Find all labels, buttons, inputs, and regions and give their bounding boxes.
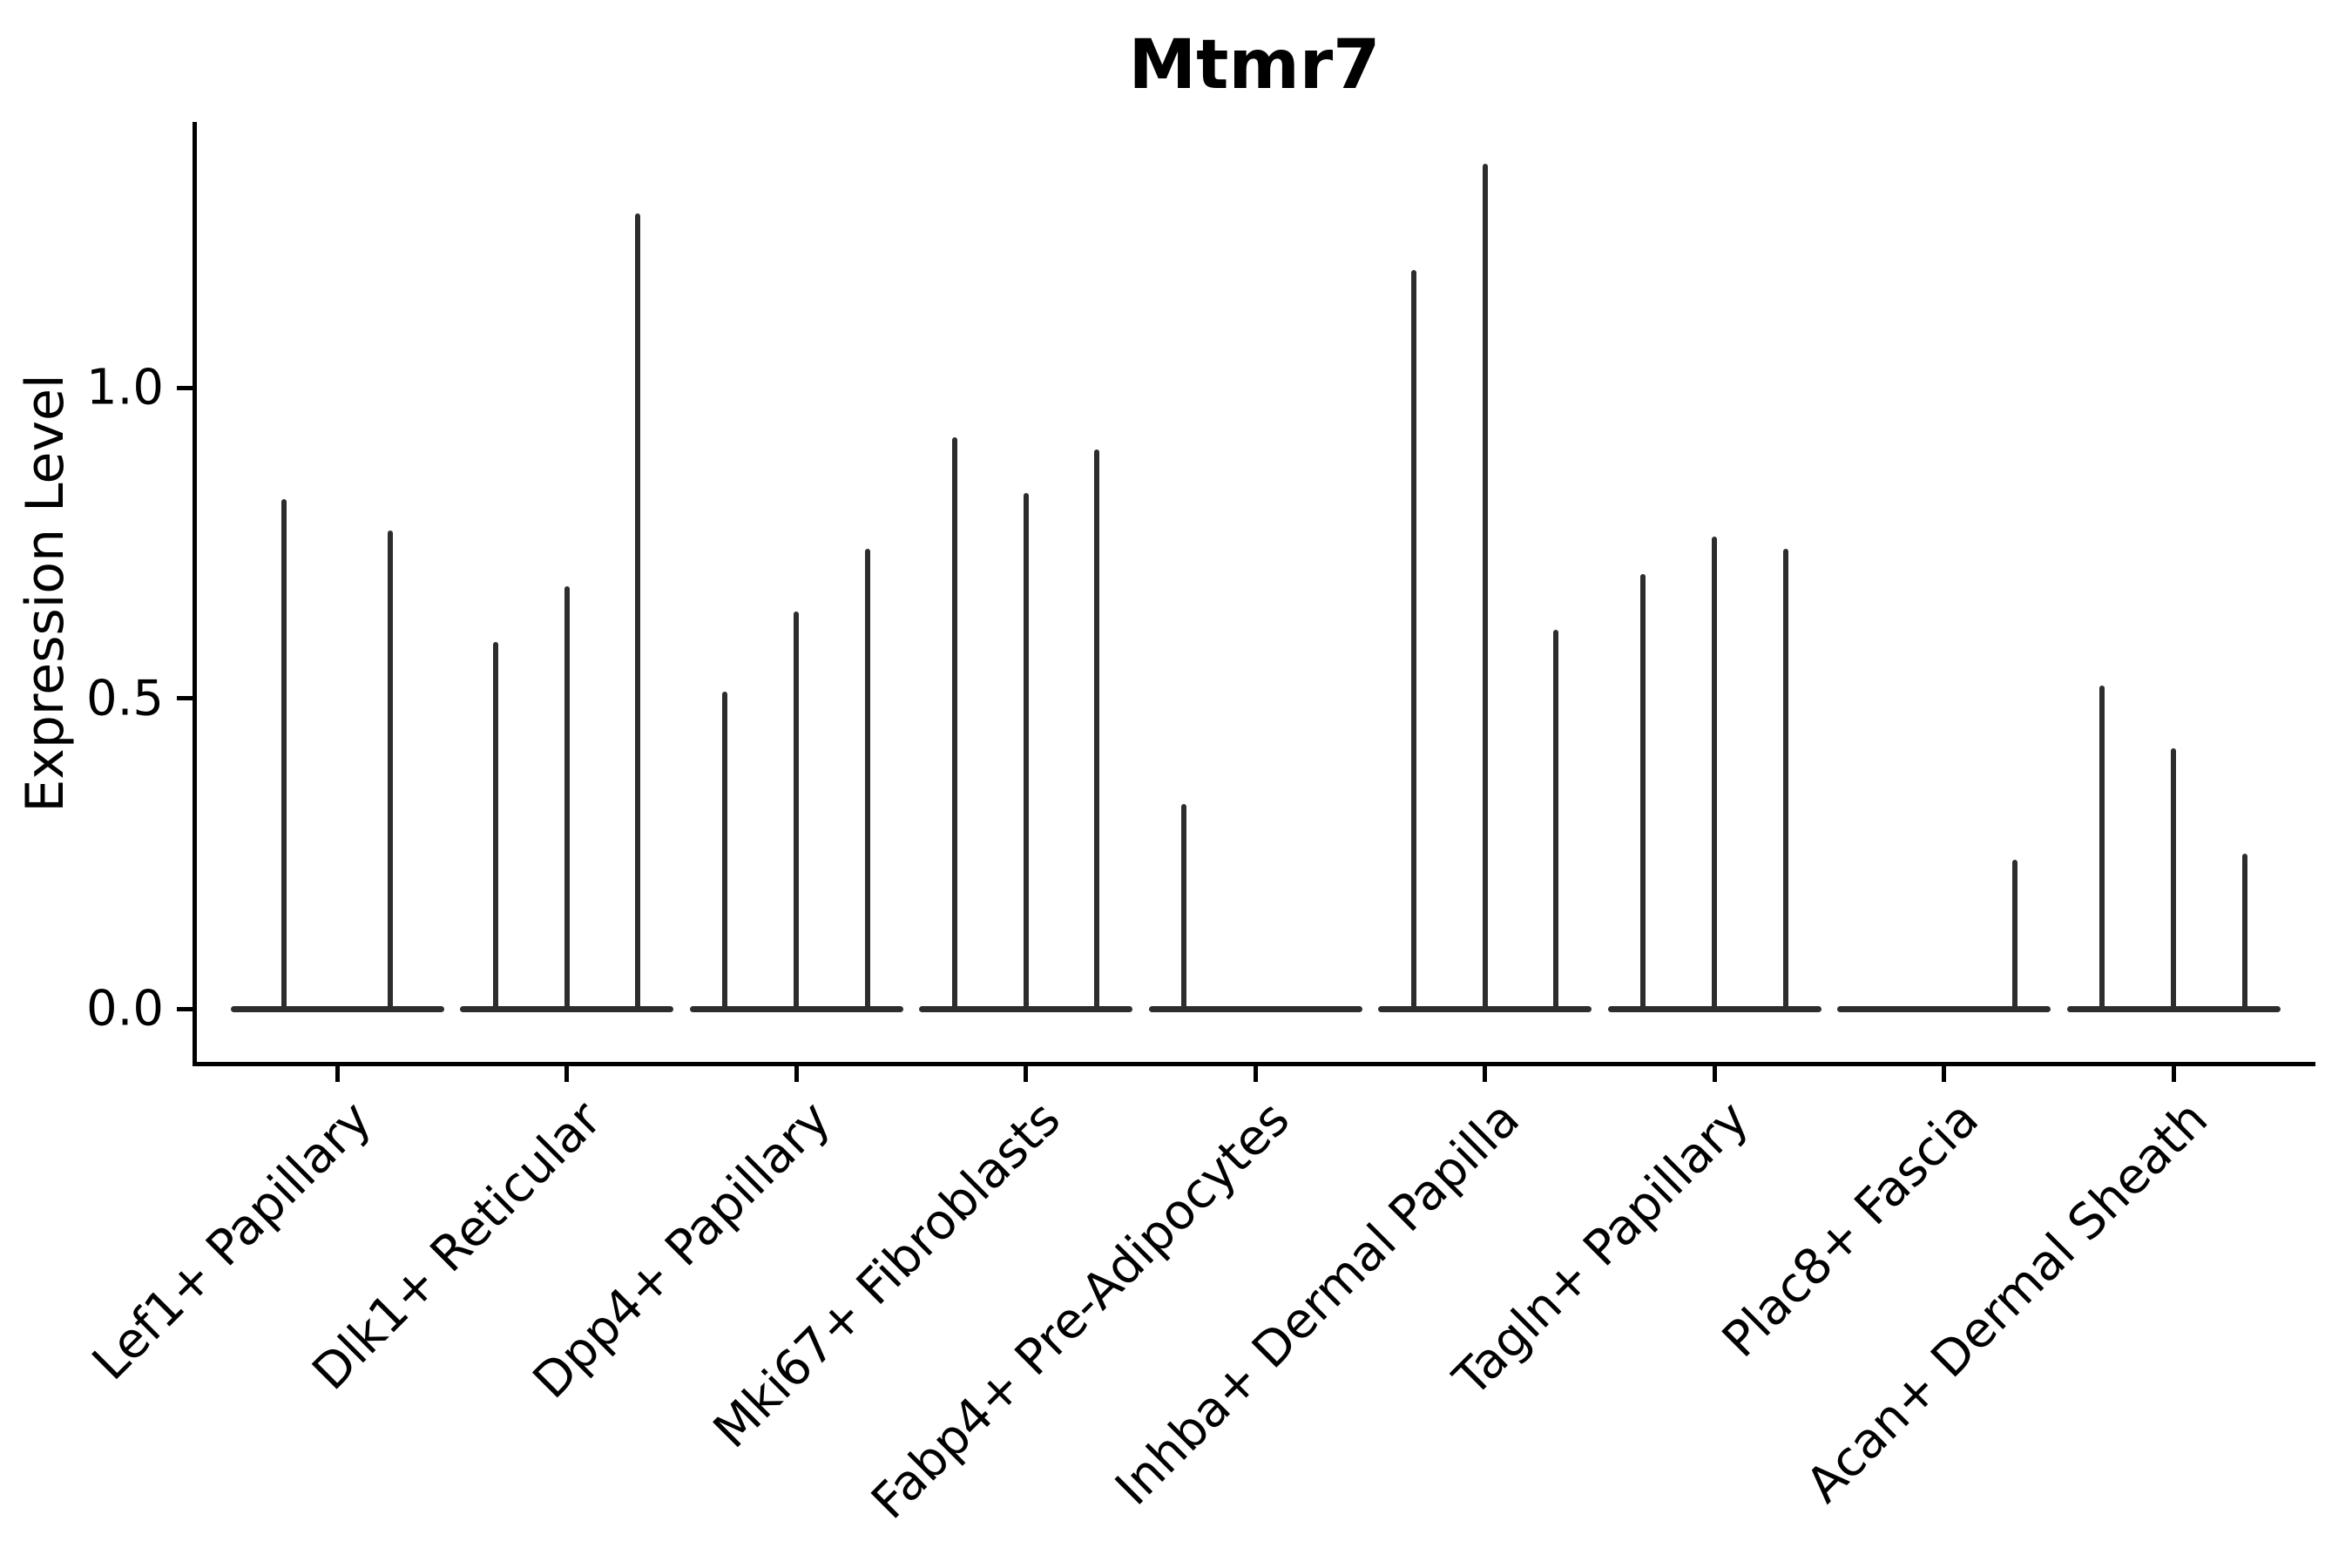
y-tick-label: 0.0 [85, 980, 164, 1037]
violin-spike [492, 642, 498, 1009]
x-tick-mark [794, 1064, 799, 1082]
x-tick-mark [2171, 1064, 2176, 1082]
violin-spike [280, 499, 287, 1009]
violin-base [919, 1005, 1132, 1012]
violin-base [230, 1005, 444, 1012]
violin-base [1607, 1005, 1821, 1012]
x-tick-mark [1942, 1064, 1946, 1082]
x-tick-mark [1483, 1064, 1487, 1082]
x-tick-mark [335, 1064, 340, 1082]
violin-base [1378, 1005, 1592, 1012]
violin-spike [951, 437, 957, 1009]
y-tick-mark [177, 385, 194, 390]
violin-base [1148, 1005, 1362, 1012]
violin-spike [2012, 859, 2018, 1009]
violin-spike [388, 530, 394, 1009]
x-tick-label: Inhba+ Dermal Papilla [1104, 1091, 1531, 1517]
violin-spike [1181, 803, 1187, 1009]
violin-spike [2241, 853, 2247, 1009]
y-axis-label: Expression Level [15, 374, 76, 813]
violin-base [1837, 1005, 2051, 1012]
violin-spike [1023, 493, 1029, 1009]
violin-spike [1482, 164, 1488, 1009]
x-tick-mark [564, 1064, 569, 1082]
violin-spike [1410, 269, 1416, 1009]
violin-spike [1553, 630, 1559, 1009]
y-tick-mark [177, 1006, 194, 1011]
violin-spike [1640, 573, 1646, 1009]
violin-spike [564, 586, 570, 1009]
violin-base [2066, 1005, 2281, 1012]
x-tick-label: Acan+ Dermal Sheath [1795, 1091, 2219, 1514]
violin-spike [1094, 449, 1100, 1009]
violin-spike [2171, 747, 2176, 1009]
y-tick-label: 1.0 [85, 359, 164, 416]
x-tick-mark [1712, 1064, 1717, 1082]
violin-spike [864, 549, 870, 1009]
violin-spike [1782, 549, 1788, 1009]
violin-base [689, 1005, 903, 1012]
x-tick-mark [1024, 1064, 1028, 1082]
y-tick-label: 0.5 [85, 670, 164, 727]
violin-spike [722, 692, 728, 1009]
violin-spike [635, 213, 641, 1009]
y-axis-spine [193, 122, 197, 1064]
chart-title: Mtmr7 [1128, 26, 1381, 105]
violin-spike [794, 611, 799, 1009]
x-tick-label: Fabp4+ Pre-Adipocytes [861, 1091, 1301, 1531]
y-tick-mark [177, 696, 194, 700]
x-axis-spine [193, 1062, 2315, 1066]
violin-spike [2099, 686, 2105, 1009]
x-tick-mark [1253, 1064, 1258, 1082]
violin-spike [1712, 537, 1717, 1009]
violin-base [460, 1005, 673, 1012]
